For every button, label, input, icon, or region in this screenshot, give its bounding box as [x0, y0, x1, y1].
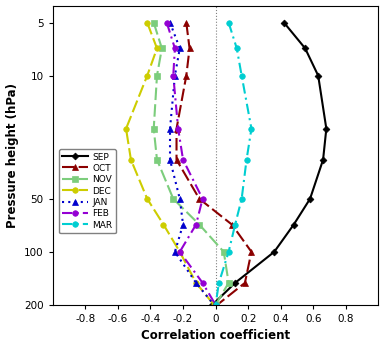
- DEC: [212, 303, 216, 307]
- JAN: [168, 158, 172, 162]
- Legend: SEP, OCT, NOV, DEC, JAN, FEB, MAR: SEP, OCT, NOV, DEC, JAN, FEB, MAR: [59, 149, 116, 234]
- NOV: [155, 73, 159, 78]
- OCT: [184, 73, 189, 78]
- SEP: [316, 73, 321, 78]
- SEP: [272, 250, 276, 254]
- NOV: [213, 303, 218, 307]
- OCT: [197, 197, 202, 201]
- DEC: [145, 73, 149, 78]
- FEB: [164, 21, 169, 25]
- OCT: [187, 46, 192, 50]
- OCT: [243, 281, 247, 285]
- JAN: [212, 303, 216, 307]
- MAR: [239, 197, 244, 201]
- NOV: [151, 127, 156, 131]
- Line: SEP: SEP: [210, 20, 329, 307]
- DEC: [161, 222, 166, 227]
- MAR: [226, 250, 231, 254]
- MAR: [217, 281, 221, 285]
- SEP: [303, 46, 308, 50]
- SEP: [282, 21, 286, 25]
- JAN: [168, 127, 172, 131]
- SEP: [321, 158, 325, 162]
- NOV: [197, 222, 202, 227]
- Line: MAR: MAR: [213, 20, 254, 308]
- MAR: [249, 127, 254, 131]
- FEB: [200, 281, 205, 285]
- FEB: [194, 222, 199, 227]
- OCT: [184, 21, 189, 25]
- OCT: [230, 222, 234, 227]
- FEB: [172, 46, 177, 50]
- OCT: [174, 127, 179, 131]
- OCT: [249, 250, 254, 254]
- DEC: [145, 21, 149, 25]
- Line: JAN: JAN: [167, 20, 217, 308]
- FEB: [176, 127, 180, 131]
- FEB: [181, 158, 185, 162]
- JAN: [181, 222, 185, 227]
- JAN: [172, 73, 177, 78]
- Line: NOV: NOV: [151, 20, 232, 308]
- NOV: [226, 281, 231, 285]
- MAR: [244, 158, 249, 162]
- JAN: [172, 250, 177, 254]
- DEC: [177, 250, 182, 254]
- JAN: [177, 46, 182, 50]
- SEP: [324, 127, 329, 131]
- Line: FEB: FEB: [164, 20, 218, 308]
- DEC: [155, 46, 159, 50]
- JAN: [168, 21, 172, 25]
- FEB: [213, 303, 218, 307]
- DEC: [129, 158, 133, 162]
- NOV: [222, 250, 226, 254]
- Y-axis label: Pressure height (hPa): Pressure height (hPa): [5, 83, 18, 228]
- SEP: [210, 303, 215, 307]
- FEB: [171, 73, 175, 78]
- DEC: [194, 281, 199, 285]
- NOV: [171, 197, 175, 201]
- NOV: [151, 21, 156, 25]
- MAR: [226, 21, 231, 25]
- SEP: [233, 281, 237, 285]
- DEC: [124, 127, 128, 131]
- X-axis label: Correlation coefficient: Correlation coefficient: [141, 330, 290, 342]
- SEP: [308, 197, 312, 201]
- JAN: [194, 281, 199, 285]
- SEP: [291, 222, 296, 227]
- FEB: [200, 197, 205, 201]
- FEB: [177, 250, 182, 254]
- Line: DEC: DEC: [123, 20, 217, 308]
- MAR: [233, 222, 237, 227]
- MAR: [213, 303, 218, 307]
- MAR: [235, 46, 239, 50]
- DEC: [145, 197, 149, 201]
- NOV: [155, 158, 159, 162]
- JAN: [177, 197, 182, 201]
- MAR: [239, 73, 244, 78]
- NOV: [160, 46, 164, 50]
- OCT: [174, 158, 179, 162]
- OCT: [215, 303, 220, 307]
- Line: OCT: OCT: [174, 20, 254, 308]
